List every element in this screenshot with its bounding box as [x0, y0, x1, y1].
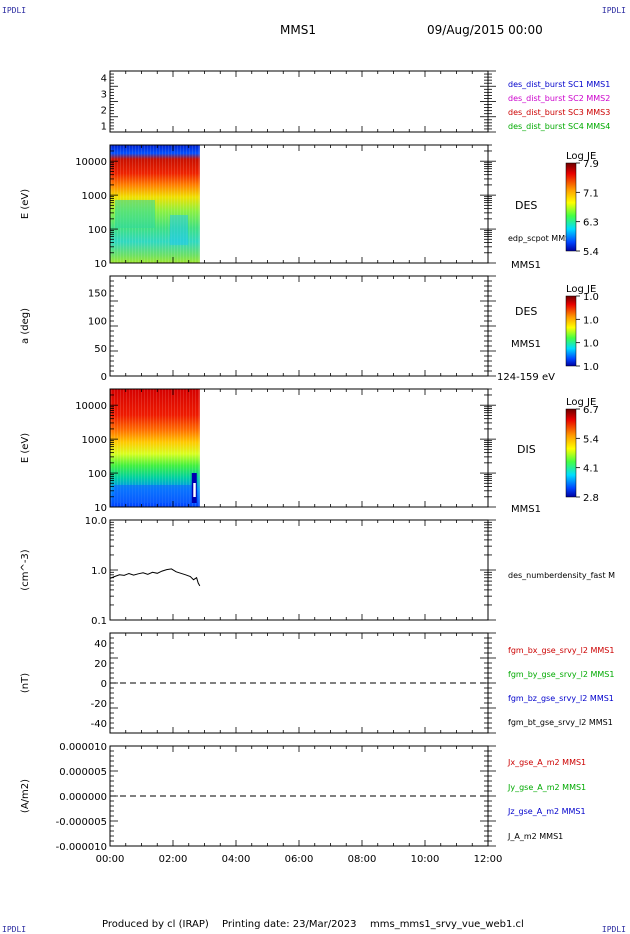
colorbar-tick-label-des_a: 1.0	[583, 362, 599, 373]
y-tick-label-sc: 3	[101, 89, 107, 100]
density-series-name: des_numberdensity_fast M	[508, 571, 615, 580]
panel-frame-des_a	[109, 275, 489, 377]
side-label-des_a: DES	[515, 305, 537, 318]
y-tick-label-dis_e: 1000	[82, 435, 107, 446]
y-tick-label-current: -0.000005	[56, 817, 107, 828]
legend-entry-bfield: fgm_bt_gse_srvy_l2 MMS1	[508, 718, 613, 727]
colorbar-tick-label-des_e: 7.1	[583, 188, 599, 199]
y-tick-label-dis_e: 10	[94, 503, 107, 514]
legend-entry-sc: des_dist_burst SC1 MMS1	[508, 80, 610, 89]
colorbar-tick-label-dis_e: 6.7	[583, 405, 599, 416]
corner-label-top-right: IPDLI	[601, 6, 626, 15]
y-tick-label-bfield: 20	[94, 659, 107, 670]
spectrogram-patch	[115, 200, 155, 228]
legend-entry-sc: des_dist_burst SC4 MMS4	[508, 122, 610, 131]
colorbar-title-des_a: Log JE	[566, 284, 596, 295]
panel-frame-sc	[109, 70, 489, 133]
x-tick-label: 10:00	[411, 854, 440, 865]
y-tick-label-des_a: 100	[88, 316, 107, 327]
x-tick-label: 06:00	[285, 854, 314, 865]
y-axis-label-current: (A/m2)	[20, 779, 31, 813]
colorbar-title-des_e: Log JE	[566, 151, 596, 162]
footer-file-name: mms_mms1_srvy_vue_web1.cl	[370, 919, 524, 930]
side-label-dis_e: DIS	[517, 443, 536, 456]
legend-entry-bfield: fgm_by_gse_srvy_l2 MMS1	[508, 670, 614, 679]
y-tick-label-sc: 4	[101, 73, 107, 84]
side-label-des_e: MMS1	[511, 260, 541, 271]
colorbar-dis_e	[565, 408, 577, 498]
y-tick-label-current: -0.000010	[56, 842, 107, 853]
y-tick-label-des_e: 10	[94, 259, 107, 270]
footer-produced: Produced by cl (IRAP)	[102, 919, 209, 930]
y-axis-label-des_a: a (deg)	[20, 308, 31, 344]
colorbar-des_a	[565, 295, 577, 367]
y-tick-label-bfield: -20	[91, 699, 107, 710]
y-tick-label-density: 1.0	[91, 566, 107, 577]
legend-entry-current: Jy_gse_A_m2 MMS1	[507, 783, 586, 792]
colorbar-tick-label-des_a: 1.0	[583, 339, 599, 350]
legend-entry-bfield: fgm_bx_gse_srvy_l2 MMS1	[508, 646, 614, 655]
colorbar-tick-label-dis_e: 4.1	[583, 464, 599, 475]
colorbar-tick-label-dis_e: 2.8	[583, 493, 599, 504]
x-tick-label: 02:00	[159, 854, 188, 865]
spectrogram-gap	[193, 483, 196, 497]
x-tick-label: 12:00	[474, 854, 503, 865]
spectrogram-patch	[170, 215, 188, 245]
colorbar-tick-label-dis_e: 5.4	[583, 434, 599, 445]
colorbar-tick-label-des_e: 7.9	[583, 159, 599, 170]
y-tick-label-dis_e: 100	[88, 469, 107, 480]
colorbar-tick-label-des_e: 6.3	[583, 218, 599, 229]
y-tick-label-current: 0.000005	[59, 767, 107, 778]
legend-entry-bfield: fgm_bz_gse_srvy_l2 MMS1	[508, 694, 614, 703]
side-label-des_a: 124-159 eV	[497, 372, 555, 383]
colorbar-tick-label-des_a: 1.0	[583, 315, 599, 326]
y-tick-label-dis_e: 10000	[75, 401, 107, 412]
corner-label-top-left: IPDLI	[2, 6, 27, 15]
y-axis-label-density: (cm^-3)	[20, 549, 31, 590]
legend-entry-current: J_A_m2 MMS1	[507, 832, 563, 841]
y-tick-label-current: 0.000000	[59, 792, 107, 803]
footer-printing-date: Printing date: 23/Mar/2023	[222, 919, 357, 930]
y-tick-label-des_e: 1000	[82, 191, 107, 202]
y-tick-label-des_a: 50	[94, 344, 107, 355]
side-label-des_e: DES	[515, 199, 537, 212]
datetime-title: 09/Aug/2015 00:00	[427, 23, 543, 37]
y-tick-label-des_e: 10000	[75, 157, 107, 168]
y-tick-label-sc: 2	[101, 106, 107, 117]
x-tick-label: 04:00	[222, 854, 251, 865]
colorbar-tick-label-des_e: 5.4	[583, 247, 599, 258]
colorbar-title-dis_e: Log JE	[566, 397, 596, 408]
y-tick-label-bfield: 40	[94, 639, 107, 650]
side-label-dis_e: MMS1	[511, 504, 541, 515]
corner-label-bottom-left: IPDLI	[2, 925, 27, 934]
y-tick-label-density: 10.0	[85, 516, 107, 527]
y-tick-label-bfield: -40	[91, 719, 107, 730]
y-tick-label-sc: 1	[101, 122, 107, 133]
side-label-des_e: edp_scpot MMS1	[508, 234, 575, 243]
legend-entry-sc: des_dist_burst SC3 MMS3	[508, 108, 610, 117]
y-tick-label-bfield: 0	[101, 679, 107, 690]
y-tick-label-des_a: 150	[88, 289, 107, 300]
legend-entry-sc: des_dist_burst SC2 MMS2	[508, 94, 610, 103]
y-tick-label-current: 0.000010	[59, 742, 107, 753]
y-tick-label-des_a: 0	[101, 372, 107, 383]
side-label-des_a: MMS1	[511, 339, 541, 350]
y-axis-label-des_e: E (eV)	[20, 189, 31, 219]
density-series-line	[109, 568, 201, 587]
legend-entry-current: Jx_gse_A_m2 MMS1	[507, 758, 586, 767]
colorbar-des_e	[565, 162, 577, 252]
colorbar-tick-label-des_a: 1.0	[583, 292, 599, 303]
x-tick-label: 00:00	[96, 854, 125, 865]
spacecraft-title: MMS1	[280, 23, 316, 37]
y-tick-label-density: 0.1	[91, 616, 107, 627]
legend-entry-current: Jz_gse_A_m2 MMS1	[507, 807, 586, 816]
y-tick-label-des_e: 100	[88, 225, 107, 236]
y-axis-label-bfield: (nT)	[20, 673, 31, 693]
corner-label-bottom-right: IPDLI	[601, 925, 626, 934]
x-tick-label: 08:00	[348, 854, 377, 865]
spectrogram-patch	[114, 485, 194, 503]
y-axis-label-dis_e: E (eV)	[20, 433, 31, 463]
